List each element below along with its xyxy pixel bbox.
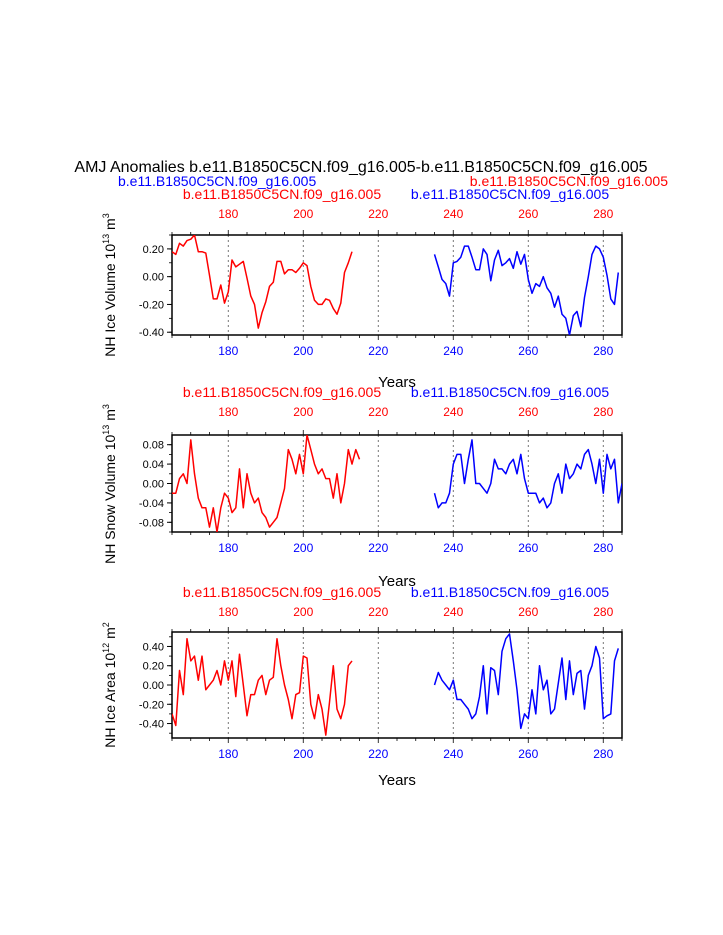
- x-tick-label-top: 220: [368, 405, 388, 419]
- plot-frame: [171, 234, 623, 336]
- y-tick-label: -0.20: [139, 699, 164, 711]
- y-tick-label: -0.40: [139, 719, 164, 731]
- y-tick-label: 0.00: [143, 272, 164, 284]
- series-line-red: [172, 637, 353, 736]
- y-tick-label: 0.00: [143, 680, 164, 692]
- x-tick-label-top: 280: [593, 405, 613, 419]
- x-axis-title: Years: [378, 772, 416, 789]
- panel-ice-volume: -0.40 -0.20 0.00 0.20 180 180 200 200 220 220 240 2…: [101, 186, 623, 391]
- x-tick-label-top: 200: [293, 207, 313, 221]
- x-axis-title: Years: [378, 374, 416, 391]
- y-axis-title: NH Ice Volume 1013 m3: [101, 213, 118, 356]
- x-tick-label-top: 280: [593, 207, 613, 221]
- x-tick-label-bottom: 260: [518, 541, 538, 555]
- y-axis-title: NH Ice Area 1012 m2: [101, 622, 118, 748]
- x-tick-label-bottom: 280: [593, 747, 613, 761]
- x-tick-label-top: 180: [218, 605, 238, 619]
- x-tick-label-top: 240: [443, 207, 463, 221]
- x-tick-label-bottom: 260: [518, 344, 538, 358]
- subtitle-right: b.e11.B1850C5CN.f09_g16.005: [470, 173, 668, 189]
- series-line-red: [172, 235, 353, 329]
- top-label-right: b.e11.B1850C5CN.f09_g16.005: [411, 584, 609, 600]
- x-tick-label-bottom: 180: [218, 747, 238, 761]
- y-tick-label: -0.08: [139, 517, 164, 529]
- x-tick-label-bottom: 200: [293, 747, 313, 761]
- panel-snow-volume: -0.08 -0.04 0.00 0.04 0.08 180 180 200 200 220 220…: [101, 384, 623, 590]
- y-tick-label: -0.04: [139, 498, 164, 510]
- series-line-red: [172, 435, 361, 532]
- y-tick-label: 0.20: [143, 244, 164, 256]
- x-tick-label-top: 260: [518, 605, 538, 619]
- x-tick-label-top: 240: [443, 405, 463, 419]
- x-tick-label-bottom: 200: [293, 541, 313, 555]
- y-tick-label: 0.08: [143, 440, 164, 452]
- plot-frame: [171, 631, 623, 739]
- x-tick-label-bottom: 220: [368, 747, 388, 761]
- x-tick-label-bottom: 180: [218, 541, 238, 555]
- y-tick-label: -0.40: [139, 327, 164, 339]
- x-tick-label-top: 260: [518, 207, 538, 221]
- top-label-right: b.e11.B1850C5CN.f09_g16.005: [411, 384, 609, 400]
- y-axis-title: NH Snow Volume 1013 m3: [101, 404, 118, 564]
- x-tick-label-bottom: 180: [218, 344, 238, 358]
- series-line-blue: [433, 633, 620, 730]
- x-tick-label-top: 200: [293, 605, 313, 619]
- panel-ice-area: -0.40 -0.20 0.00 0.20 0.40 180 180 200 200 220 220…: [101, 584, 623, 789]
- y-tick-label: -0.20: [139, 299, 164, 311]
- y-tick-label: 0.40: [143, 641, 164, 653]
- x-tick-label-top: 180: [218, 405, 238, 419]
- y-tick-label: 0.04: [143, 459, 164, 471]
- x-tick-label-top: 220: [368, 605, 388, 619]
- x-tick-label-bottom: 200: [293, 344, 313, 358]
- x-tick-label-top: 220: [368, 207, 388, 221]
- subtitle-left: b.e11.B1850C5CN.f09_g16.005: [118, 173, 316, 189]
- series-line-blue: [433, 245, 620, 335]
- x-tick-label-bottom: 240: [443, 344, 463, 358]
- y-tick-label: 0.00: [143, 479, 164, 491]
- series-line-blue: [433, 439, 622, 509]
- y-tick-label: 0.20: [143, 661, 164, 673]
- x-tick-label-bottom: 280: [593, 541, 613, 555]
- x-tick-label-top: 260: [518, 405, 538, 419]
- x-axis-title: Years: [378, 573, 416, 590]
- x-tick-label-top: 240: [443, 605, 463, 619]
- x-tick-label-bottom: 240: [443, 541, 463, 555]
- x-tick-label-bottom: 260: [518, 747, 538, 761]
- top-label-left: b.e11.B1850C5CN.f09_g16.005: [183, 186, 381, 202]
- x-tick-label-bottom: 240: [443, 747, 463, 761]
- x-tick-label-top: 180: [218, 207, 238, 221]
- x-tick-label-bottom: 220: [368, 344, 388, 358]
- x-tick-label-top: 280: [593, 605, 613, 619]
- x-tick-label-bottom: 280: [593, 344, 613, 358]
- x-tick-label-bottom: 220: [368, 541, 388, 555]
- x-tick-label-top: 200: [293, 405, 313, 419]
- chart-title: AMJ Anomalies b.e11.B1850C5CN.f09_g16.00…: [74, 159, 647, 176]
- top-label-left: b.e11.B1850C5CN.f09_g16.005: [183, 384, 381, 400]
- top-label-left: b.e11.B1850C5CN.f09_g16.005: [183, 584, 381, 600]
- top-label-right: b.e11.B1850C5CN.f09_g16.005: [411, 186, 609, 202]
